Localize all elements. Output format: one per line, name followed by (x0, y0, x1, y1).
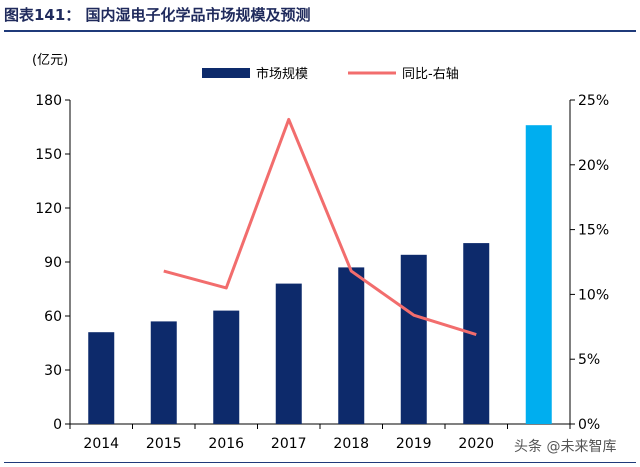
y-tick-label: 0 (53, 417, 62, 433)
y2-tick-label: 5% (578, 352, 600, 368)
growth-line (163, 117, 477, 337)
x-tick-label: 2018 (333, 436, 369, 452)
x-tick-label: 2017 (271, 436, 307, 452)
y2-tick-label: 0% (578, 417, 600, 433)
x-tick-label: 2020 (458, 436, 494, 452)
legend-label-bar: 市场规模 (256, 66, 308, 82)
y-tick-label: 90 (44, 255, 62, 271)
y-tick-label: 150 (35, 147, 62, 163)
bar (525, 125, 552, 424)
y-tick-label: 120 (35, 201, 62, 217)
y2-tick-label: 15% (578, 223, 609, 239)
bar (213, 310, 240, 424)
y-tick-label: 180 (35, 93, 62, 109)
bar (400, 254, 427, 424)
x-tick-label: 2015 (146, 436, 182, 452)
bar (275, 283, 302, 424)
y-tick-label: 30 (44, 363, 62, 379)
bar (88, 332, 115, 424)
bar (338, 267, 365, 424)
x-tick-label: 2019 (396, 436, 432, 452)
figure-title: 图表141： 国内湿电子化学品市场规模及预测 (4, 6, 311, 24)
y-tick-label: 60 (44, 309, 62, 325)
legend-swatch-bar (202, 68, 250, 78)
y-axis-label: (亿元) (32, 53, 68, 68)
x-tick-label: 2014 (83, 436, 119, 452)
watermark: 头条 @未来智库 (512, 436, 619, 456)
bar (150, 321, 177, 424)
y2-tick-label: 25% (578, 93, 609, 109)
x-tick-label: 2016 (208, 436, 244, 452)
title-divider (4, 30, 636, 32)
legend-label-line: 同比-右轴 (402, 67, 459, 82)
y2-tick-label: 20% (578, 158, 609, 174)
bottom-divider (4, 462, 636, 463)
y2-tick-label: 10% (578, 287, 609, 303)
